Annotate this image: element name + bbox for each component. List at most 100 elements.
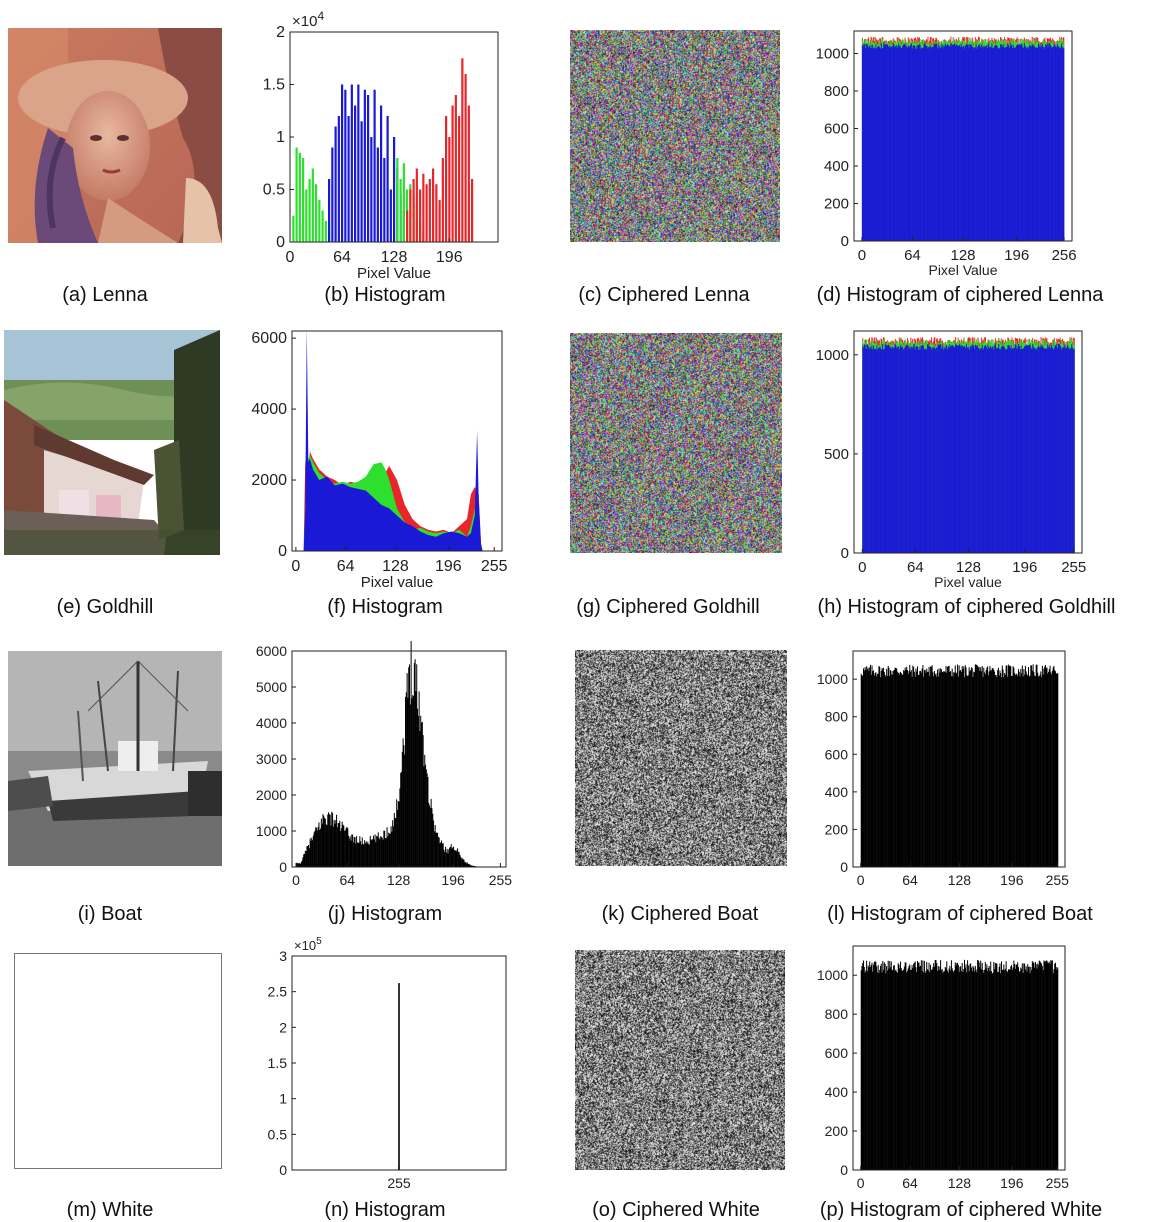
histogram-bar [376,836,378,867]
y-tick-label: 0 [840,1162,848,1178]
histogram-bar [1003,677,1005,867]
histogram-bar-blue [942,349,944,553]
histogram-bar-blue [965,348,967,553]
histogram-bar [1030,966,1032,1170]
histogram-bar [933,676,935,867]
histogram-bar [309,838,311,867]
histogram-bar-blue [1034,47,1036,241]
histogram-bar-blue [882,343,884,553]
histogram-bar [338,823,340,867]
histogram-bar-blue [1042,345,1044,553]
histogram-bar-blue [328,179,331,242]
histogram-bar [882,669,884,867]
histogram-bar-blue [1045,44,1047,241]
histogram-bar [943,971,945,1170]
histogram-bar [458,852,460,867]
histogram-bar [398,983,400,1170]
histogram-bar [1034,676,1036,867]
histogram-bar [1000,973,1002,1170]
histogram-bar-blue [953,44,955,241]
histogram-bar-blue [895,45,897,242]
histogram-bar-blue [1033,346,1035,553]
histogram-bar [464,862,466,867]
histogram-bar-blue [1059,345,1061,553]
histogram-bar-blue [939,45,941,241]
histogram-bar-blue [883,43,885,242]
x-tick-label: 0 [286,249,295,266]
histogram-bar [1057,967,1059,1170]
histogram-bar [890,961,892,1170]
histogram-bar-blue [1022,46,1024,241]
histogram-bar [866,666,868,867]
histogram-bar [887,665,889,867]
histogram-bar-blue [1047,344,1049,553]
histogram-bar-blue [929,45,931,241]
caption-d: (d) Histogram of ciphered Lenna [816,284,1104,306]
histogram-bar [977,959,979,1170]
histogram-bar-blue [987,345,989,553]
histogram-bar [1031,961,1033,1170]
histogram-bar-blue [897,347,899,553]
histogram-bar-blue [933,43,935,242]
histogram-bar-blue [912,45,914,241]
histogram-bar [991,668,993,867]
histogram-bar [986,667,988,867]
histogram-bar-blue [1064,347,1066,553]
histogram-bar [380,836,382,867]
ciphered-boat-image [575,650,787,866]
histogram-bar-blue [1066,348,1068,553]
histogram-bar [997,667,999,867]
histogram-bar-blue [901,347,903,553]
x-tick-label: 0 [858,247,866,264]
y-exponent-power: 4 [317,9,324,23]
histogram-bar-blue [989,346,991,553]
histogram-bar [898,672,900,867]
histogram-bar [955,672,957,867]
histogram-bar-blue [999,348,1001,553]
histogram-bar [434,825,436,867]
histogram-bar [973,967,975,1170]
histogram-bar-blue [880,43,882,242]
histogram-bar [943,971,945,1170]
histogram-bar-blue [1014,47,1016,242]
histogram-bar-blue [862,46,864,241]
histogram-bar-blue [869,47,871,241]
histogram-bar [939,966,941,1170]
histogram-bar [1012,967,1014,1170]
histogram-bar-blue [393,137,396,242]
histogram-bar [987,967,989,1170]
histogram-bar-blue [1062,347,1064,553]
histogram-bar [1039,961,1041,1170]
histogram-bar [900,672,902,867]
histogram-bar-blue [1047,47,1049,241]
histogram-bar-blue [1053,46,1055,241]
histogram-bar-blue [1038,347,1040,553]
histogram-bar [983,972,985,1170]
histogram-bar-blue [928,46,930,241]
histogram-bar-blue [895,46,897,241]
histogram-bar [1013,667,1015,867]
caption-f: (f) Histogram [327,596,443,618]
histogram-bar [1043,668,1045,867]
histogram-bar [878,973,880,1170]
histogram-bar [875,672,877,867]
histogram-bar-blue [954,43,956,241]
histogram-bar [342,824,344,867]
histogram-bar [927,671,929,867]
histogram-bar [890,967,892,1170]
histogram-bar [883,969,885,1170]
histogram-bar [369,836,371,867]
histogram-bar-blue [878,347,880,553]
histogram-bar [433,820,435,867]
histogram-bar-blue [1046,43,1048,241]
histogram-bar-blue [903,43,905,241]
histogram-bar-blue [947,346,949,553]
histogram-bar [960,966,962,1170]
histogram-bar [888,968,890,1170]
histogram-bar [909,664,911,867]
histogram-bar [328,812,330,867]
histogram-bar-blue [985,45,987,241]
histogram-bar-blue [1052,349,1054,553]
histogram-bar [936,676,938,867]
histogram-bar-blue [865,47,867,241]
